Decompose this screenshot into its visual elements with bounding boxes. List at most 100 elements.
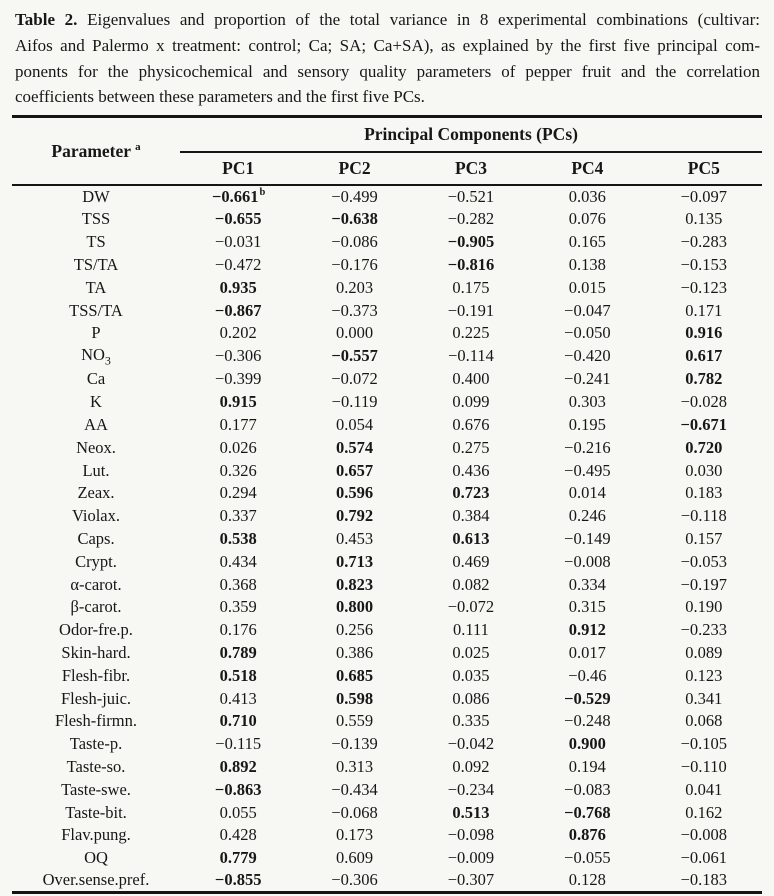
pc-column-header: PC1: [180, 152, 297, 187]
pc-column-header: PC3: [412, 152, 530, 187]
loading-value-cell: −0.495: [564, 460, 611, 480]
loading-value-cell: −0.047: [564, 300, 611, 320]
loading-value-cell: −0.183: [680, 870, 727, 890]
row-label: Lut.: [82, 460, 110, 480]
loading-value-cell: −0.499: [331, 187, 378, 207]
loading-value-cell: −0.373: [331, 300, 378, 320]
loading-value-cell: −0.114: [448, 346, 494, 366]
loading-value-cell: −0.655: [214, 209, 262, 229]
table-row: Odor-fre.p. 0.176 0.256 0.111 0.912 −0.233: [12, 619, 762, 642]
loading-value-cell: 0.015: [568, 277, 606, 297]
table-caption: Table 2. Eigenvalues and proportion of t…: [0, 0, 774, 110]
loading-value-cell: 0.165: [568, 232, 606, 252]
loading-value-cell: 0.720: [685, 437, 723, 457]
loading-value-cell: −0.055: [564, 848, 611, 868]
loading-value-cell: −0.153: [680, 254, 727, 274]
row-label: Taste-so.: [66, 757, 126, 776]
table-row: Crypt. 0.434 0.713 0.469 −0.008 −0.053: [12, 550, 762, 573]
loading-value-cell: 0.676: [452, 415, 490, 435]
row-label: Ca: [86, 369, 106, 389]
loading-value-cell: 0.518: [219, 665, 257, 685]
table-row: α-carot. 0.368 0.823 0.082 0.334 −0.197: [12, 573, 762, 596]
loading-value-cell: −0.234: [447, 779, 495, 799]
loading-value-cell: −0.072: [447, 597, 495, 617]
row-label: Zeax.: [77, 483, 115, 503]
table-row: Ca −0.399 −0.072 0.400 −0.241 0.782: [12, 368, 762, 391]
table-row: Taste-so. 0.892 0.313 0.092 0.194 −0.110: [12, 756, 762, 779]
loading-value-cell: 0.014: [568, 483, 606, 503]
loading-value-cell: −0.028: [680, 392, 727, 412]
parameter-header-label: Parameter: [51, 140, 131, 161]
loading-value-cell: 0.068: [685, 711, 723, 731]
loading-value-cell: 0.823: [336, 574, 374, 594]
table-row: Over.sense.pref. −0.855 −0.306 −0.307 0.128 −…: [12, 870, 762, 893]
loading-value-cell: 0.434: [219, 551, 257, 571]
parameter-column-header: Parameter a: [12, 116, 180, 187]
loading-value-cell: 0.086: [452, 688, 490, 708]
table-row: β-carot. 0.359 0.800 −0.072 0.315 0.190: [12, 596, 762, 619]
loading-value-cell: 0.935: [219, 277, 257, 297]
table-row: TS −0.031 −0.086 −0.905 0.165 −0.283: [12, 231, 762, 254]
loading-value-cell: −0.105: [680, 734, 727, 754]
loading-value-cell: 0.111: [453, 620, 489, 640]
loading-value-cell: −0.008: [564, 551, 611, 571]
row-label: Flesh-firmn.: [54, 711, 138, 731]
loading-value-cell: 0.912: [568, 620, 606, 640]
table-row: Taste-bit. 0.055 −0.068 0.513 −0.768 0.162: [12, 801, 762, 824]
pc-column-header: PC4: [529, 152, 646, 187]
loading-value-cell: 0.779: [219, 848, 257, 868]
row-label: Flesh-fibr.: [61, 665, 131, 685]
loading-value-cell: −0.248: [564, 711, 611, 731]
row-label: Taste-p.: [69, 734, 123, 754]
loading-value-cell: −0.420: [564, 346, 611, 366]
loading-value-cell: −0.176: [331, 254, 378, 274]
loading-value-cell: −0.855: [214, 870, 262, 890]
loading-value-cell: 0.036: [568, 187, 606, 207]
row-label: Flav.pung.: [61, 825, 131, 845]
loading-value-cell: 0.657: [336, 460, 374, 480]
loading-value-cell: 0.030: [685, 460, 723, 480]
caption-line: Aifos and Palermo x treatment: control; …: [15, 35, 760, 55]
table-row: Flesh-fibr. 0.518 0.685 0.035 −0.46 0.123: [12, 664, 762, 687]
loading-value-cell: −0.031: [214, 232, 262, 252]
loading-value-cell: −0.119: [331, 392, 378, 412]
loading-value-cell: 0.176: [219, 620, 257, 640]
loading-value-cell: 0.334: [568, 574, 606, 594]
table-row: TSS/TA −0.867 −0.373 −0.191 −0.047 0.171: [12, 299, 762, 322]
loading-value-cell: −0.072: [331, 369, 378, 389]
loading-value-cell: 0.559: [336, 711, 374, 731]
loading-value-cell: −0.306: [214, 346, 262, 366]
loading-value-cell: 0.609: [336, 848, 374, 868]
table-row: NO3 −0.306 −0.557 −0.114 −0.420 0.617: [12, 345, 762, 368]
loading-value-cell: −0.282: [447, 209, 495, 229]
loading-value-cell: 0.413: [219, 688, 257, 708]
loading-value-cell: 0.225: [452, 323, 490, 343]
loading-value-cell: 0.900: [568, 734, 606, 754]
loading-value-cell: −0.306: [331, 870, 378, 890]
loading-value-cell: 0.326: [219, 460, 257, 480]
loading-value-cell: 0.453: [336, 529, 374, 549]
loading-value-cell: −0.283: [680, 232, 727, 252]
loading-value-cell: 0.916: [685, 323, 723, 343]
loading-value-cell: 0.246: [568, 506, 606, 526]
table-row: P 0.202 0.000 0.225 −0.050 0.916: [12, 322, 762, 345]
table-row: Flav.pung. 0.428 0.173 −0.098 0.876 −0.008: [12, 824, 762, 847]
loading-value-cell: 0.026: [219, 437, 257, 457]
loading-value-cell: 0.876: [568, 825, 606, 845]
loading-value-cell: 0.055: [219, 802, 257, 822]
loading-value-cell: −0.115: [215, 734, 262, 754]
loading-value-cell: −0.009: [447, 848, 495, 868]
loading-value-cell: 0.303: [568, 392, 606, 412]
loading-value-cell: 0.041: [685, 779, 723, 799]
loading-value-cell: −0.068: [331, 802, 378, 822]
table-row: K 0.915 −0.119 0.099 0.303 −0.028: [12, 391, 762, 414]
loading-value-cell: 0.173: [336, 825, 374, 845]
loading-value-cell: 0.099: [452, 392, 490, 412]
table-row: Flesh-firmn. 0.710 0.559 0.335 −0.248 0.068: [12, 710, 762, 733]
row-label: Caps.: [77, 529, 115, 549]
loading-value-cell: 0.000: [336, 323, 374, 343]
table-row: TS/TA −0.472 −0.176 −0.816 0.138 −0.153: [12, 254, 762, 277]
pc-column-header: PC5: [645, 152, 763, 187]
loading-value-cell: −0.191: [447, 300, 495, 320]
loading-value-cell: 0.800: [336, 597, 374, 617]
